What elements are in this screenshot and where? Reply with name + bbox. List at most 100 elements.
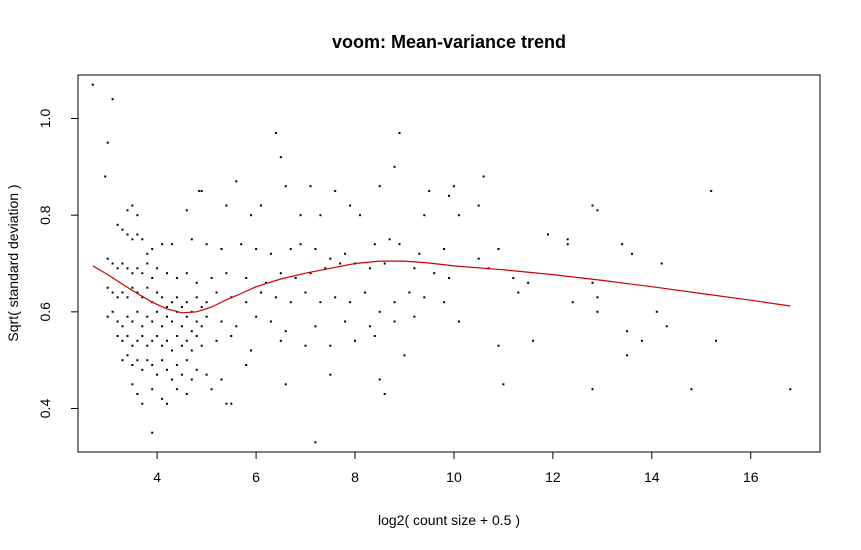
data-point (220, 320, 223, 323)
data-point (497, 248, 500, 250)
data-point (448, 194, 450, 197)
data-point (388, 238, 391, 241)
data-point (116, 223, 119, 226)
data-point (457, 214, 460, 217)
data-point (151, 431, 154, 434)
data-point (190, 349, 193, 352)
data-point (428, 190, 431, 192)
data-point (116, 267, 119, 270)
data-point (334, 190, 337, 192)
data-point (334, 296, 337, 299)
data-point (245, 277, 248, 279)
data-point (185, 359, 188, 362)
trend-layer (92, 260, 791, 314)
data-point (121, 291, 124, 294)
data-point (106, 315, 109, 318)
data-point (245, 301, 248, 304)
data-point (121, 262, 124, 265)
data-point (116, 320, 119, 323)
data-point (106, 286, 109, 289)
data-point (359, 214, 361, 217)
data-point (136, 310, 139, 313)
data-point (141, 402, 144, 405)
data-point (235, 180, 238, 183)
data-point (398, 243, 401, 246)
data-point (497, 344, 500, 347)
x-tick-label: 6 (252, 469, 260, 485)
data-point (631, 252, 633, 255)
data-point (344, 320, 347, 323)
data-point (383, 393, 386, 395)
data-point (413, 267, 416, 270)
data-point (319, 214, 322, 217)
data-point (171, 320, 173, 323)
data-point (477, 204, 480, 207)
data-point (131, 272, 134, 275)
data-point (171, 301, 173, 304)
data-point (398, 132, 401, 134)
data-point (131, 286, 134, 289)
data-point (626, 330, 629, 333)
data-point (185, 301, 188, 304)
data-point (655, 310, 658, 313)
data-point (274, 132, 277, 134)
data-point (354, 339, 356, 342)
data-point (215, 339, 218, 342)
data-point (156, 373, 159, 376)
data-point (344, 252, 347, 255)
data-point (171, 243, 173, 246)
data-point (299, 243, 302, 246)
data-point (111, 262, 114, 265)
data-point (126, 296, 129, 299)
data-point (136, 233, 139, 236)
data-point (309, 272, 312, 275)
data-point (225, 272, 228, 275)
data-point (665, 325, 668, 328)
data-point (156, 291, 159, 294)
data-point (136, 339, 139, 342)
data-point (571, 301, 574, 304)
data-point (121, 359, 124, 362)
data-point (512, 277, 515, 279)
data-point (269, 320, 272, 323)
data-point (180, 306, 183, 308)
y-tick-label: 0.6 (37, 302, 53, 322)
x-tick-label: 12 (545, 469, 561, 485)
data-point (220, 248, 223, 250)
y-tick-label: 0.4 (37, 399, 53, 419)
data-point (198, 190, 201, 192)
data-point (116, 296, 119, 299)
x-tick-label: 4 (153, 469, 161, 485)
data-point (517, 291, 520, 294)
data-point (136, 214, 139, 217)
data-point (126, 233, 129, 236)
data-point (269, 252, 272, 255)
data-point (596, 296, 599, 299)
data-point (284, 185, 287, 188)
data-point (116, 335, 119, 337)
data-point (195, 368, 198, 371)
data-point (413, 315, 416, 318)
data-point (329, 373, 332, 376)
data-point (190, 378, 193, 381)
data-point (289, 248, 292, 250)
data-point (393, 301, 396, 304)
data-point (591, 388, 594, 391)
data-point (126, 354, 129, 357)
data-point (185, 209, 188, 212)
data-point (220, 378, 223, 381)
data-point (175, 335, 178, 337)
data-point (250, 214, 253, 217)
data-point (373, 243, 376, 246)
data-point (180, 344, 183, 347)
data-point (151, 320, 154, 323)
data-point (126, 267, 129, 270)
data-point (185, 315, 188, 318)
data-point (185, 339, 188, 342)
chart-title: voom: Mean-variance trend (332, 32, 566, 52)
data-point (596, 209, 599, 212)
data-point (255, 248, 258, 250)
data-point (403, 354, 406, 357)
data-point (349, 301, 352, 304)
x-axis: 4 6 8 10 12 14 16 (153, 451, 759, 485)
